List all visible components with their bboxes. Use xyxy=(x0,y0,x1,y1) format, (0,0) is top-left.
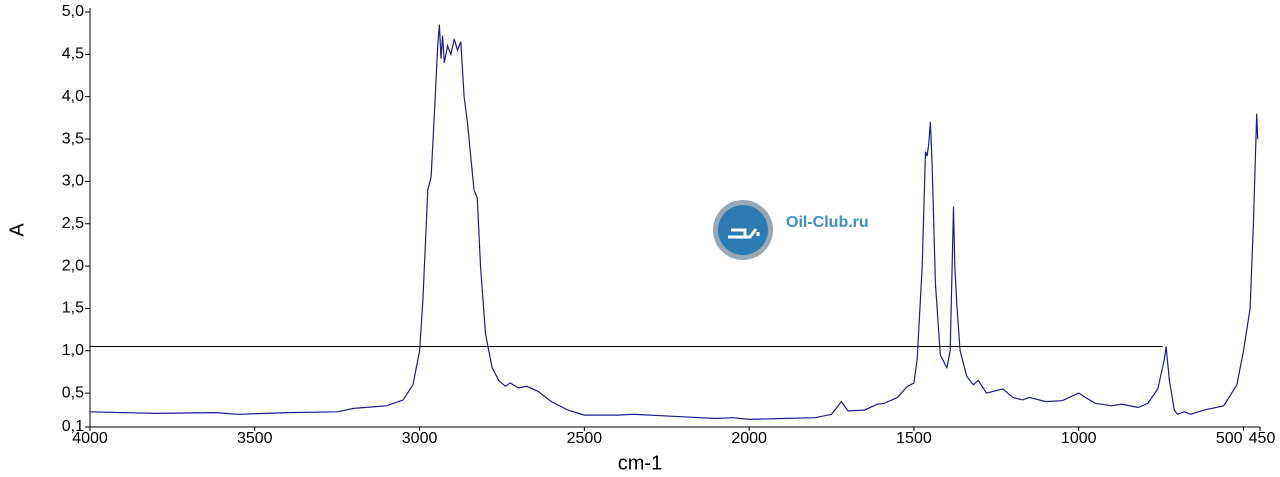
x-tick-label: 3500 xyxy=(237,430,273,447)
y-tick-label: 4,5 xyxy=(62,46,84,63)
y-tick-label: 4,0 xyxy=(62,88,84,105)
x-tick-label: 1000 xyxy=(1061,430,1097,447)
x-tick-label: 2000 xyxy=(731,430,767,447)
y-axis-label: A xyxy=(6,223,28,237)
x-tick-label: 500 xyxy=(1216,430,1243,447)
x-tick-label: 450 xyxy=(1249,430,1276,447)
x-tick-label: 2500 xyxy=(567,430,603,447)
y-tick-label: 1,0 xyxy=(62,342,84,359)
spectrum-line xyxy=(89,24,1259,421)
y-tick-label: 1,5 xyxy=(62,300,84,317)
x-tick-label: 3000 xyxy=(402,430,438,447)
x-axis-label: cm-1 xyxy=(618,452,662,474)
x-tick-label: 1500 xyxy=(896,430,932,447)
y-tick-label: 0,1 xyxy=(62,418,84,435)
y-tick-label: 5,0 xyxy=(62,3,84,20)
watermark-text: Oil-Club.ru xyxy=(786,214,869,231)
x-tick-label: 4000 xyxy=(72,430,108,447)
y-tick-label: 2,0 xyxy=(62,257,84,274)
watermark-logo xyxy=(713,200,773,260)
y-tick-label: 2,5 xyxy=(62,215,84,232)
y-tick-label: 0,5 xyxy=(62,384,84,401)
y-tick-label: 3,5 xyxy=(62,130,84,147)
y-tick-label: 3,0 xyxy=(62,173,84,190)
